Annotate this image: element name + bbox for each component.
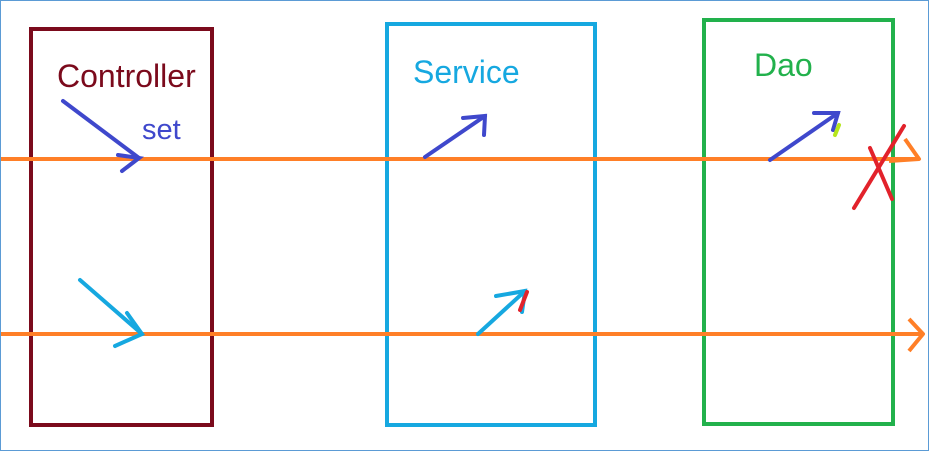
flow-line-top [1, 137, 921, 163]
service-red-tick [518, 290, 529, 312]
dao-arrow-top [768, 111, 841, 162]
dao-box [702, 18, 895, 426]
service-arrow-bottom [476, 288, 528, 336]
flow-line-bottom [1, 317, 925, 353]
dao-green-tick [833, 123, 841, 137]
controller-box [29, 27, 214, 427]
controller-entry-arrow-bottom [78, 278, 146, 348]
service-arrow-top [423, 113, 488, 159]
dao-label: Dao [754, 47, 813, 83]
service-box [385, 22, 597, 427]
set-annotation: set [142, 114, 181, 146]
cross-mark [852, 124, 906, 210]
service-label: Service [413, 54, 520, 90]
controller-label: Controller [57, 58, 196, 94]
controller-entry-arrow [61, 99, 145, 173]
